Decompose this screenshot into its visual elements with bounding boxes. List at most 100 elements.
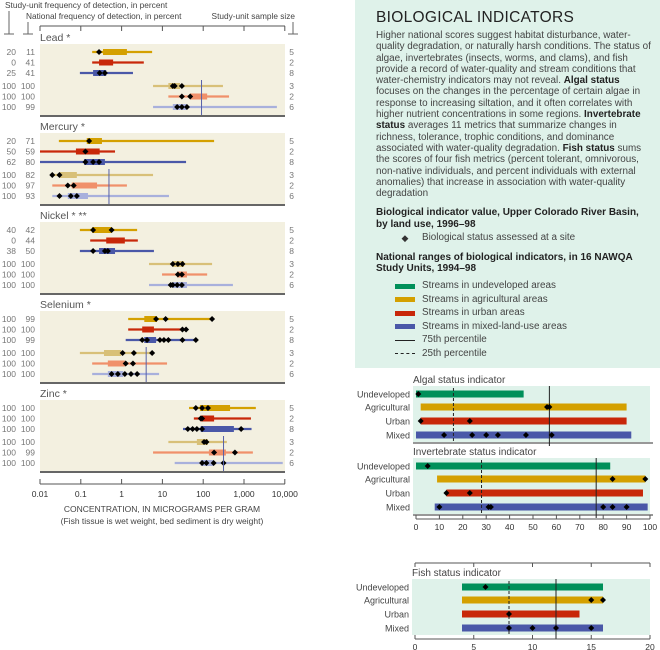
study-unit-freq: 100 <box>2 81 16 91</box>
national-freq: 100 <box>21 424 35 434</box>
legend-row-p75: 75th percentile <box>376 334 656 347</box>
site-marker <box>169 282 176 288</box>
solid-line-icon <box>395 339 415 341</box>
sample-size: 8 <box>289 424 294 434</box>
site-marker <box>199 405 206 411</box>
national-freq: 100 <box>21 414 35 424</box>
site-marker <box>178 271 185 278</box>
study-unit-freq: 100 <box>2 335 16 345</box>
legend-row-urban: Streams in urban areas <box>376 307 656 320</box>
legend-row-undeveloped: Streams in undeveloped areas <box>376 280 656 293</box>
site-marker <box>139 337 146 343</box>
x-tick-label: 1,000 <box>233 489 255 499</box>
site-marker <box>211 449 218 456</box>
range-box <box>99 59 114 66</box>
site-marker <box>165 337 172 343</box>
national-freq: 44 <box>26 236 36 246</box>
national-freq: 100 <box>21 270 35 280</box>
site-marker <box>210 460 217 466</box>
sample-size: 3 <box>289 170 294 180</box>
site-marker <box>82 159 89 165</box>
site-marker <box>179 326 186 333</box>
indicator-bar <box>437 475 646 483</box>
x-tick-label: 0 <box>414 522 419 532</box>
sample-size: 8 <box>289 68 294 78</box>
site-marker <box>506 625 512 631</box>
site-marker <box>424 463 431 469</box>
site-marker <box>108 371 115 377</box>
header-sample-size: Study-unit sample size <box>212 11 296 21</box>
site-marker <box>183 326 190 333</box>
study-unit-freq: 100 <box>2 403 16 413</box>
indicator-bar <box>446 489 643 497</box>
sample-size: 6 <box>289 102 294 112</box>
swatch-undeveloped <box>395 283 415 289</box>
sample-size: 6 <box>289 191 294 201</box>
national-freq: 100 <box>21 280 35 290</box>
category-label: Agricultural <box>365 403 410 413</box>
site-marker <box>114 371 121 377</box>
category-label: Urban <box>385 417 410 427</box>
x-tick-label: 80 <box>598 522 608 532</box>
site-marker <box>130 350 137 356</box>
site-marker <box>204 405 211 411</box>
x-axis-label: CONCENTRATION, IN MICROGRAMS PER GRAM <box>64 504 260 514</box>
category-label: Urban <box>384 610 409 620</box>
study-unit-freq: 100 <box>2 325 16 335</box>
category-label: Urban <box>385 489 410 499</box>
national-freq: 99 <box>26 335 36 345</box>
site-marker <box>104 248 111 254</box>
site-marker <box>203 460 210 466</box>
sample-size: 6 <box>289 369 294 379</box>
range-box <box>60 172 77 178</box>
category-label: Agricultural <box>364 596 409 606</box>
site-marker <box>238 426 245 432</box>
site-marker <box>96 70 103 76</box>
study-unit-freq: 100 <box>2 191 16 201</box>
site-marker <box>162 316 169 322</box>
study-unit-freq: 100 <box>2 458 16 468</box>
sample-size: 2 <box>289 359 294 369</box>
category-label: Mixed <box>385 624 409 634</box>
legend-site-label: Biological status assessed at a site <box>422 231 576 243</box>
sample-size: 8 <box>289 246 294 256</box>
sample-size: 3 <box>289 81 294 91</box>
site-marker <box>506 611 512 617</box>
study-unit-freq: 50 <box>7 147 17 157</box>
site-marker <box>174 261 181 267</box>
national-freq: 100 <box>21 259 35 269</box>
metal-title: Mercury * <box>40 121 85 133</box>
sample-size: 2 <box>289 147 294 157</box>
x-tick-label: 1 <box>119 489 124 499</box>
header-national-freq: National frequency of detection, in perc… <box>26 11 182 21</box>
sample-size: 2 <box>289 236 294 246</box>
range-box <box>92 227 112 233</box>
site-marker <box>86 138 93 144</box>
study-unit-freq: 100 <box>2 280 16 290</box>
category-label: Undeveloped <box>357 462 410 472</box>
sample-size: 2 <box>289 270 294 280</box>
indicator-title: Algal status indicator <box>413 375 506 386</box>
x-tick-label: 5 <box>471 642 476 650</box>
national-freq: 59 <box>26 147 36 157</box>
site-marker <box>67 193 74 199</box>
study-unit-freq: 100 <box>2 369 16 379</box>
site-marker <box>70 182 77 189</box>
range-box <box>103 350 122 356</box>
site-marker <box>179 261 186 267</box>
biological-indicators-panel: BIOLOGICAL INDICATORS Higher national sc… <box>355 0 660 368</box>
site-marker <box>174 104 181 110</box>
site-marker <box>199 426 206 432</box>
site-marker <box>441 432 448 438</box>
metal-title: Selenium * <box>40 299 91 311</box>
x-tick-label: 90 <box>622 522 632 532</box>
term-fish-status: Fish status <box>562 142 615 154</box>
sample-size: 2 <box>289 92 294 102</box>
study-unit-freq: 100 <box>2 102 16 112</box>
national-freq: 80 <box>26 157 36 167</box>
category-label: Mixed <box>386 503 410 513</box>
site-marker <box>588 597 595 603</box>
indicator-title: Fish status indicator <box>412 568 502 579</box>
study-unit-freq: 0 <box>11 58 16 68</box>
